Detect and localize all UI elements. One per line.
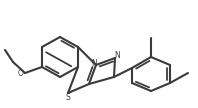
Text: O: O [18, 68, 24, 78]
Text: N: N [114, 52, 120, 60]
Text: S: S [66, 92, 70, 102]
Text: N: N [91, 59, 97, 68]
